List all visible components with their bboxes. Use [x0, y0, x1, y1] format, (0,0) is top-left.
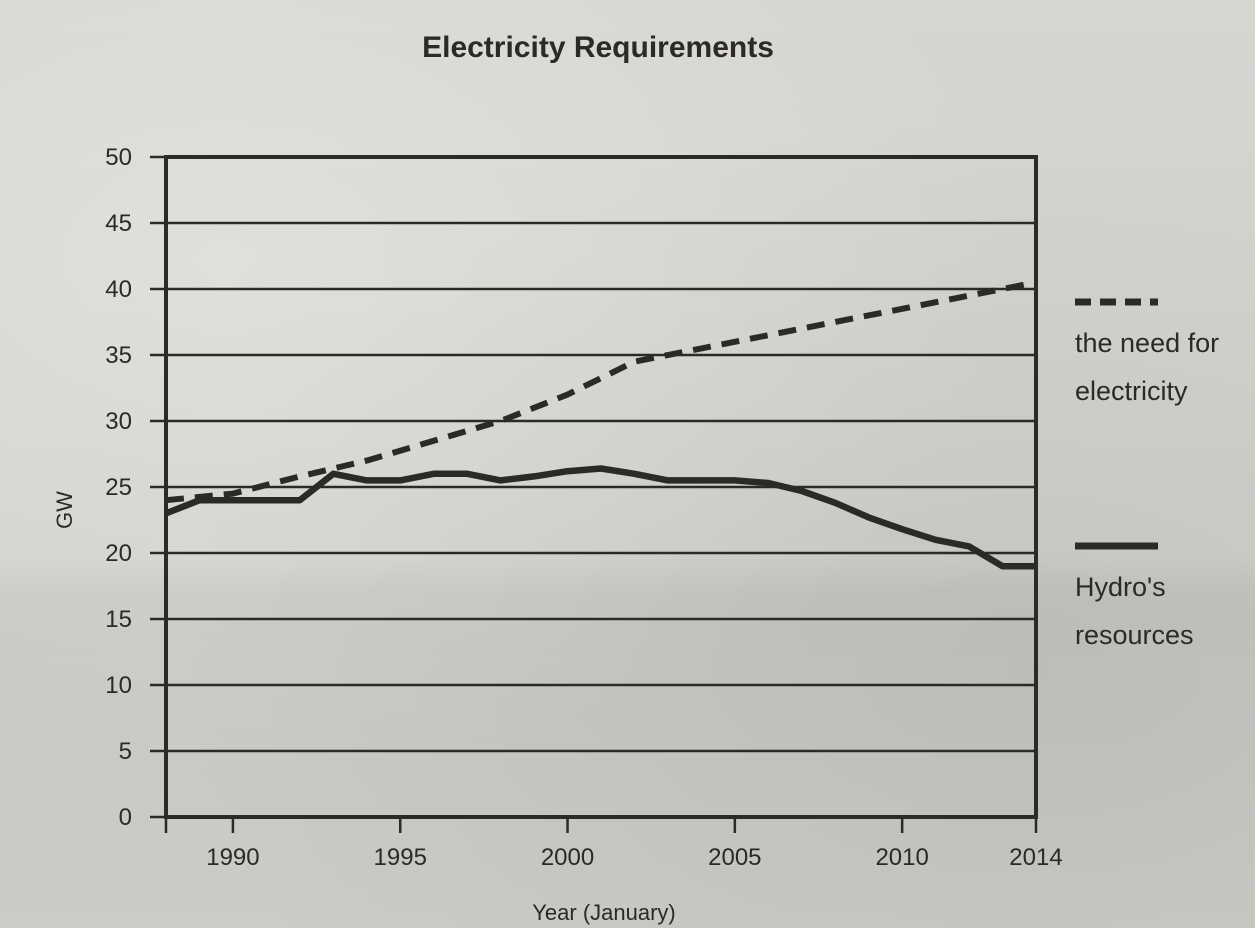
y-tick-label-40: 40	[105, 276, 132, 303]
chart-title: Electricity Requirements	[422, 31, 774, 64]
y-tick-label-45: 45	[105, 210, 132, 237]
legend-label-hydro-line-2: resources	[1075, 620, 1194, 650]
x-tick-label-2014: 2014	[1009, 844, 1062, 871]
x-tick-label-1995: 1995	[374, 844, 427, 871]
legend-label-hydro-line-1: Hydro's	[1075, 572, 1166, 602]
y-tick-label-15: 15	[105, 606, 132, 633]
legend: the need for electricity Hydro's resourc…	[1075, 298, 1219, 650]
x-axis-ticks: 1990 1995 2000 2005 2010 2014	[164, 817, 1063, 871]
x-axis-title: Year (January)	[532, 900, 675, 925]
y-tick-label-10: 10	[105, 672, 132, 699]
grid-lines	[166, 221, 1036, 753]
y-tick-label-35: 35	[105, 342, 132, 369]
legend-label-need-line-1: the need for	[1075, 328, 1219, 358]
x-tick-label-2000: 2000	[541, 844, 594, 871]
x-tick-label-2010: 2010	[875, 844, 928, 871]
x-tick-label-1990: 1990	[206, 844, 259, 871]
series-lines	[164, 279, 1037, 570]
x-tick-label-2005: 2005	[708, 844, 761, 871]
series-line-hydro-resources	[164, 465, 1036, 570]
legend-label-need-line-2: electricity	[1075, 376, 1188, 406]
y-axis-ticks: 0 5 10 15 20 25 30 35 40 45 50	[105, 144, 166, 831]
series-line-need-for-electricity	[165, 279, 1037, 504]
y-tick-label-0: 0	[119, 804, 132, 831]
y-tick-label-25: 25	[105, 474, 132, 501]
y-tick-label-30: 30	[105, 408, 132, 435]
y-tick-label-50: 50	[105, 144, 132, 171]
y-tick-label-20: 20	[105, 540, 132, 567]
y-tick-label-5: 5	[119, 738, 132, 765]
y-axis-title: GW	[52, 491, 77, 529]
